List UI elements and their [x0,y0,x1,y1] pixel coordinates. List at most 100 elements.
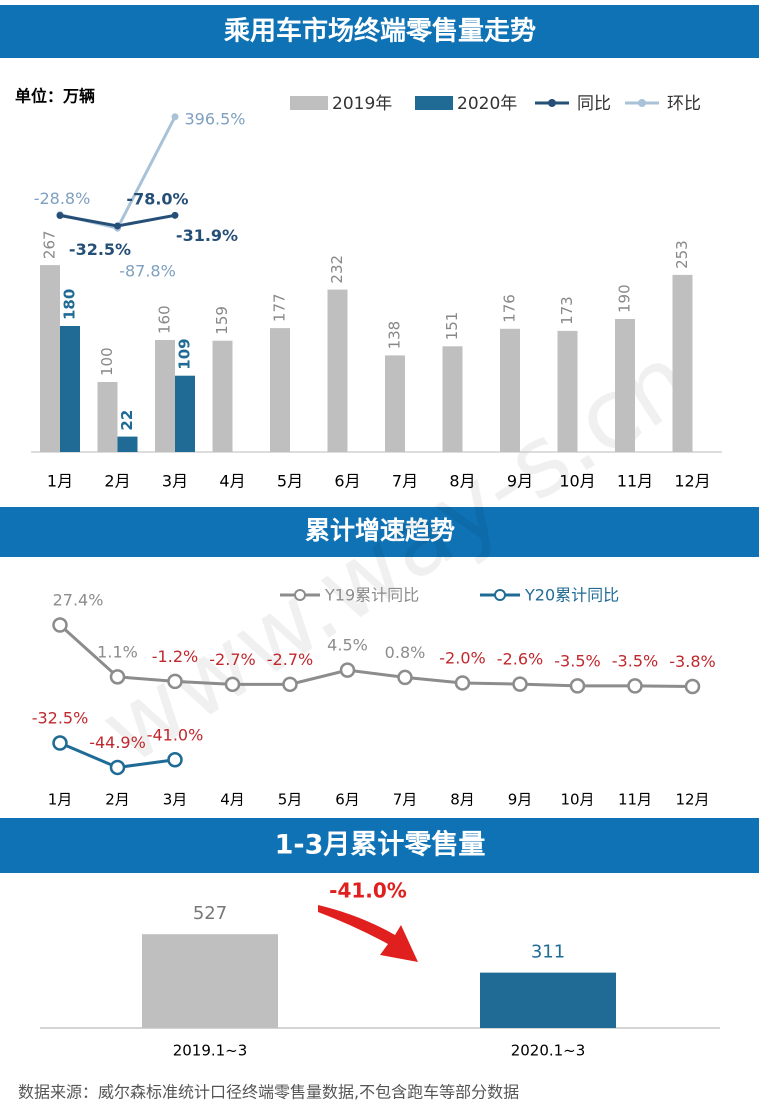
point-label: -78.0% [126,189,188,208]
x-tick-label: 2月 [104,472,130,491]
point-label: -2.7% [267,650,313,669]
bar [500,328,520,452]
bar-value-label: 176 [501,294,519,323]
bar-value-label: 267 [41,230,59,259]
bar-value-label: 190 [616,284,634,313]
bar-value-label: 159 [213,306,231,335]
chart-title: 累计增速趋势 [305,516,455,545]
x-tick-label: 6月 [334,472,360,491]
x-tick-label: 4月 [220,791,245,809]
point-label: -2.6% [497,650,543,669]
point-label: -3.8% [669,652,715,671]
legend-label: Y20累计同比 [524,586,619,605]
point-label: 1.1% [97,642,138,661]
bar-value-label: 232 [328,255,346,284]
point-label: -32.5% [69,240,131,259]
legend-swatch [415,96,453,110]
bar [155,340,175,452]
legend-label: 环比 [667,94,701,114]
legend-label: 2019年 [332,94,392,114]
x-tick-label: 9月 [507,472,533,491]
bar-value-label: 173 [558,296,576,325]
x-tick-label: 4月 [219,472,245,491]
chart-title: 乘用车市场终端零售量走势 [223,16,536,47]
x-tick-label: 8月 [450,791,475,809]
x-tick-label: 10月 [560,791,594,809]
line-point [397,669,413,686]
x-tick-label: 5月 [278,791,303,809]
legend-label: Y19累计同比 [324,586,419,605]
line-point [52,617,68,633]
x-tick-label: 6月 [335,791,360,809]
legend-label: 同比 [577,94,611,114]
header-bar [0,818,759,873]
legend-swatch [638,99,646,107]
x-tick-label: 12月 [675,791,709,809]
x-tick-label: 2月 [105,791,130,809]
bar [327,289,348,452]
line-point [684,678,701,695]
legend-swatch [290,96,328,110]
point-label: -31.9% [176,226,238,245]
bar [40,265,60,452]
x-tick-label: 11月 [617,472,653,491]
bar [175,375,195,452]
x-tick-label: 3月 [162,472,188,491]
bar-value-label: 151 [443,312,461,341]
line-point [109,669,126,685]
chart-title: 1-3月累计零售量 [275,829,486,861]
x-tick-label: 5月 [277,472,303,491]
legend-swatch [548,99,556,107]
line-point [627,678,643,694]
line-point [454,675,471,691]
point-label: -2.7% [209,650,255,669]
line-point [167,752,183,768]
line-point [171,211,179,219]
x-tick-label: 2020.1~3 [511,1042,586,1060]
point-label: -3.5% [554,651,600,670]
point-label: 4.5% [327,636,368,655]
bar-value-label: 138 [386,321,404,350]
bar-value-label: 253 [673,240,691,269]
bar [442,346,463,452]
point-label: -87.8% [119,262,176,281]
legend-label: 2020年 [457,94,517,114]
bar [212,340,233,452]
source-note: 数据来源：威尔森标准统计口径终端零售量数据,不包含跑车等部分数据 [18,1083,519,1102]
line-point [167,673,183,690]
bar-value-label: 177 [271,293,289,322]
bar [270,328,290,452]
line-point [339,662,356,678]
x-tick-label: 7月 [392,472,418,491]
point-label: -41.0% [147,725,204,744]
point-label: 0.8% [385,643,426,662]
header-bar [0,5,759,58]
point-label: 396.5% [184,109,245,128]
point-label: -44.9% [89,733,146,752]
line-point [109,759,126,776]
x-tick-label: 12月 [674,472,710,491]
x-tick-label: 3月 [163,791,188,809]
x-tick-label: 8月 [449,472,475,491]
line-point [52,735,68,751]
point-label: -3.5% [612,651,658,670]
arrow [318,905,418,962]
line-series [58,623,693,688]
point-label: 27.4% [53,591,104,610]
bar-value-label: 180 [61,289,79,320]
point-label: -1.2% [152,647,198,666]
x-tick-label: 1月 [48,791,73,809]
x-tick-label: 1月 [47,472,73,491]
point-label: -28.8% [34,189,91,208]
bar-value-label: 160 [156,305,174,334]
bar [557,330,578,452]
bar [672,274,693,452]
line-point [282,676,298,693]
point-label: -2.0% [439,648,485,667]
bar [97,382,118,452]
legend-swatch [494,589,506,601]
line-point [171,113,179,121]
bar-value-label: 100 [98,347,116,376]
line-point [114,222,121,230]
